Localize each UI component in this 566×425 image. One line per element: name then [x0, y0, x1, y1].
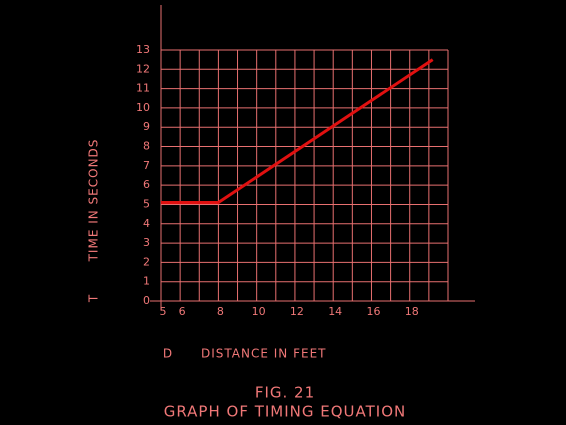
y-label: TIME IN SECONDS [87, 139, 101, 263]
y-tick-label: 4 [143, 217, 150, 230]
x-tick-label: 5 [160, 305, 167, 318]
y-tick-label: 7 [143, 159, 150, 172]
y-tick-label: 8 [143, 140, 150, 153]
y-tick-label: 3 [143, 236, 150, 249]
y-tick-label: 12 [136, 62, 150, 75]
y-tick-label: 13 [136, 43, 150, 56]
x-tick-label: 18 [405, 305, 419, 318]
y-label-symbol: T [87, 294, 101, 303]
x-label: DISTANCE IN FEET [201, 347, 326, 361]
x-tick-label: 8 [217, 305, 224, 318]
y-tick-label: 1 [143, 275, 150, 288]
y-tick-label: 5 [143, 197, 150, 210]
x-tick-label: 14 [328, 305, 342, 318]
y-tick-label: 11 [136, 82, 150, 95]
y-tick-label: 6 [143, 178, 150, 191]
x-tick-label: 12 [290, 305, 304, 318]
y-tick-label: 10 [136, 101, 150, 114]
chart-title: FIG. 21 [255, 384, 315, 402]
data-line [161, 58, 434, 205]
y-tick-label: 2 [143, 255, 150, 268]
chart-subtitle: GRAPH OF TIMING EQUATION [164, 403, 407, 421]
y-tick-label: 9 [143, 120, 150, 133]
x-label-symbol: D [163, 347, 173, 361]
y-tick-label: 0 [143, 294, 150, 307]
x-tick-label: 10 [252, 305, 266, 318]
x-tick-label: 16 [366, 305, 380, 318]
x-tick-label: 6 [179, 305, 186, 318]
